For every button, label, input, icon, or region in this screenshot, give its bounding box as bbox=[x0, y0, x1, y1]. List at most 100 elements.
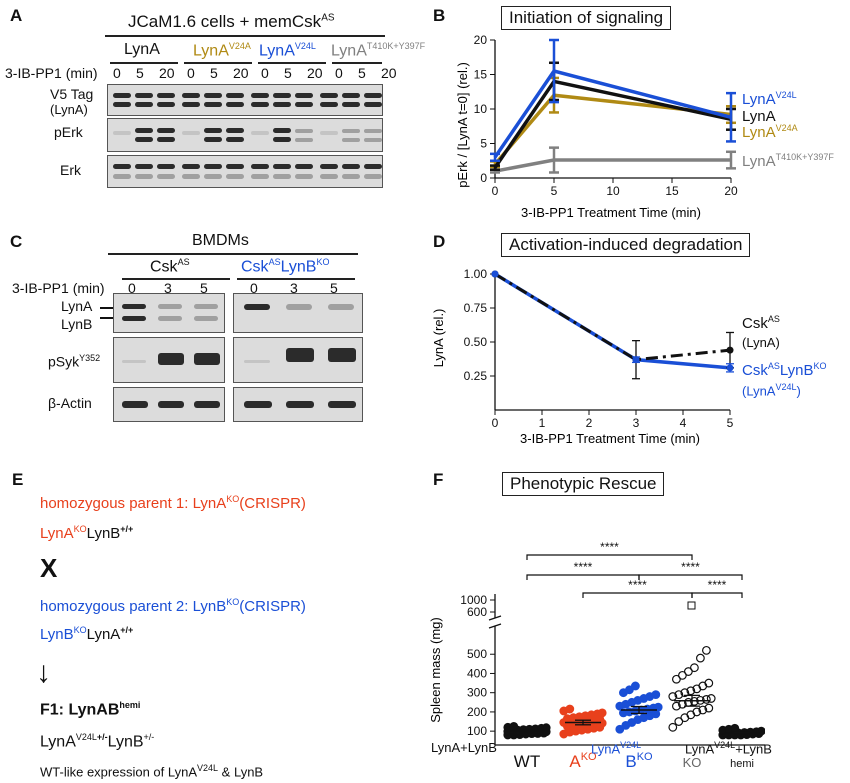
panel-e-parent2-geno: LynBKOLynA+/+ bbox=[40, 625, 133, 643]
panel-f-axis-break bbox=[488, 623, 502, 629]
panel-e-f1-text: F1: LynAB bbox=[40, 701, 120, 719]
blot-band bbox=[226, 164, 244, 169]
blot-band bbox=[157, 174, 175, 179]
panel-b-legend-3: LynAV24A bbox=[742, 123, 798, 141]
panel-e-f1-geno-sup1: V24L bbox=[75, 732, 97, 742]
panel-a-timepoint: 0 bbox=[335, 65, 343, 81]
panel-a-group-4-text: LynA bbox=[331, 42, 367, 60]
panel-d-series-line bbox=[494, 272, 731, 370]
panel-a-group-2-sup: V24A bbox=[228, 41, 251, 51]
panel-c-row-lyna: LynA bbox=[61, 298, 93, 314]
panel-a-row-header: 3-IB-PP1 (min) bbox=[5, 65, 98, 81]
panel-c-lynb-tick bbox=[100, 317, 116, 319]
blot-band bbox=[295, 138, 313, 142]
panel-a-timepoint: 20 bbox=[159, 65, 175, 81]
blot-band bbox=[226, 174, 244, 179]
panel-e-f1-geno-sup2: +/- bbox=[96, 732, 108, 742]
panel-f-data-point bbox=[680, 688, 690, 698]
blot-band bbox=[182, 93, 200, 98]
panel-d-ytick-label: 0.75 bbox=[464, 301, 488, 315]
blot-band bbox=[182, 164, 200, 169]
panel-f-ytick-label: 100 bbox=[467, 724, 487, 738]
panel-c-title-underline bbox=[108, 253, 358, 255]
panel-e-f1-sup: hemi bbox=[119, 700, 141, 710]
panel-e-f1-geno-b: LynB bbox=[107, 733, 144, 751]
panel-d-legend-2-sub-end: ) bbox=[796, 383, 801, 399]
panel-e-parent1-geno: LynAKOLynB+/+ bbox=[40, 524, 133, 542]
panel-b-xtick-label: 5 bbox=[551, 184, 558, 198]
blot-band bbox=[182, 174, 200, 179]
panel-f-ytick-label: 400 bbox=[467, 666, 487, 680]
panel-f-data-point bbox=[597, 708, 607, 718]
blot-band bbox=[251, 174, 269, 179]
blot-band bbox=[194, 353, 220, 365]
blot-band bbox=[320, 93, 338, 98]
panel-a-title-underline bbox=[105, 35, 385, 37]
blot-band bbox=[226, 93, 244, 98]
panel-a-group-1-underline bbox=[110, 62, 178, 64]
panel-c-row-psyk: pSykY352 bbox=[48, 353, 100, 370]
panel-f-group-label: WT bbox=[514, 752, 540, 771]
blot-band bbox=[328, 401, 356, 408]
panel-b-legend-4: LynAT410K+Y397F bbox=[742, 152, 834, 170]
panel-c-group-1-underline bbox=[122, 278, 230, 280]
panel-a-group-1-text: LynA bbox=[124, 41, 160, 58]
blot-band bbox=[251, 131, 269, 135]
blot-band bbox=[157, 102, 175, 107]
blot-band bbox=[194, 304, 218, 309]
panel-f-data-point bbox=[706, 694, 716, 703]
panel-d-xtick-label: 5 bbox=[727, 416, 734, 430]
blot-band bbox=[295, 102, 313, 107]
blot-band bbox=[364, 174, 382, 179]
panel-a-row-lyna: (LynA) bbox=[50, 102, 88, 117]
panel-c-blot-lyn-1 bbox=[113, 293, 225, 333]
panel-c-group-1-sup: AS bbox=[177, 257, 190, 267]
panel-e-parent2-geno-a-sup: KO bbox=[73, 625, 87, 635]
panel-e-note-end: & LynB bbox=[218, 764, 264, 780]
panel-b-ylabel: pErk / [LynA t=0] (rel.) bbox=[455, 62, 470, 188]
blot-band bbox=[158, 353, 184, 365]
panel-c-group-1-text: Csk bbox=[150, 258, 178, 276]
blot-band bbox=[135, 93, 153, 98]
panel-label-c: C bbox=[10, 232, 23, 251]
panel-d-ytick-label: 0.25 bbox=[464, 369, 488, 383]
panel-c-blot-actin-2 bbox=[233, 387, 363, 422]
panel-f-sig-bracket bbox=[526, 554, 693, 560]
panel-c-group-2-underline bbox=[237, 278, 355, 280]
panel-f-ytick-label: 600 bbox=[467, 605, 487, 619]
blot-band bbox=[295, 129, 313, 133]
panel-b-legend-3-sup: V24A bbox=[775, 123, 798, 133]
panel-label-f: F bbox=[433, 470, 444, 489]
blot-band bbox=[204, 174, 222, 179]
panel-f-ylabel: Spleen mass (mg) bbox=[428, 617, 443, 722]
panel-a-timepoint: 5 bbox=[358, 65, 366, 81]
panel-f-data-point bbox=[704, 703, 714, 713]
blot-band bbox=[342, 138, 360, 142]
blot-band bbox=[244, 304, 270, 310]
blot-band bbox=[226, 128, 244, 133]
panel-a-group-3: LynAV24L bbox=[259, 41, 316, 60]
panel-e-parent2-text: homozygous parent 2: LynB bbox=[40, 598, 227, 615]
blot-band bbox=[204, 137, 222, 142]
panel-a-group-2-text: LynA bbox=[193, 42, 229, 60]
blot-band bbox=[226, 102, 244, 107]
panel-c-timepoint: 3 bbox=[290, 280, 298, 296]
panel-a-group-2: LynAV24A bbox=[193, 41, 251, 60]
panel-d-ytick-label: 1.00 bbox=[464, 267, 488, 281]
blot-band bbox=[157, 93, 175, 98]
panel-f-ytick-label: 500 bbox=[467, 647, 487, 661]
blot-band bbox=[204, 128, 222, 133]
blot-band bbox=[328, 348, 356, 362]
panel-f-data-point bbox=[692, 707, 702, 717]
panel-c-lyna-tick bbox=[100, 307, 116, 309]
panel-d-xtick-label: 4 bbox=[680, 416, 687, 430]
panel-e-f1: F1: LynABhemi bbox=[40, 700, 140, 719]
panel-a-group-4-underline bbox=[332, 62, 382, 64]
panel-d-legend-2-text2: LynB bbox=[779, 362, 814, 379]
panel-f-data-point bbox=[671, 674, 681, 684]
blot-band bbox=[182, 102, 200, 107]
panel-f-sig-bracket bbox=[638, 574, 743, 580]
blot-band bbox=[286, 304, 312, 310]
panel-f-title: Phenotypic Rescue bbox=[502, 472, 665, 496]
panel-f-data-point bbox=[509, 721, 519, 731]
